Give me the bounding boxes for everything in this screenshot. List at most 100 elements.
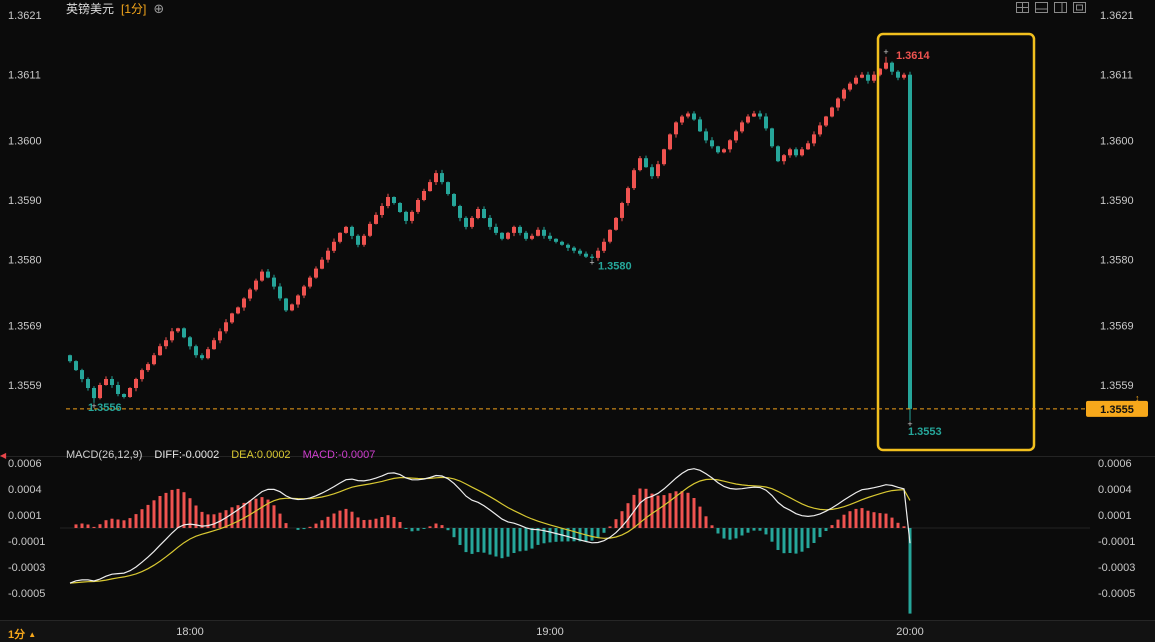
candle-body: [668, 134, 672, 150]
candle-body: [278, 286, 282, 299]
candle-body: [212, 340, 216, 350]
candle-body: [530, 235, 534, 239]
price-tick-right: 1.3590: [1100, 195, 1134, 207]
symbol-title[interactable]: 英镑美元: [66, 1, 115, 16]
macd-tick-left: -0.0001: [8, 536, 45, 548]
candle-body: [74, 361, 78, 371]
macd-pane-svg[interactable]: 0.0006 0.0006 0.0004 0.0004 0.0001 0.0001 -0.0…: [0, 456, 1155, 620]
diff-line: [69, 468, 911, 584]
candle-body: [662, 149, 666, 165]
candle-body: [392, 197, 396, 203]
candle-body: [92, 388, 96, 399]
price-tick-right: 1.3600: [1100, 135, 1134, 147]
candle-body: [254, 280, 258, 290]
candle-body: [308, 277, 312, 287]
layout-grid-icon[interactable]: [1016, 2, 1029, 13]
price-tick-left: 1.3569: [8, 320, 42, 332]
candle-body: [98, 385, 102, 399]
price-tick-right: 1.3559: [1100, 380, 1134, 392]
price-tick-right: 1.3621: [1100, 10, 1134, 22]
fullscreen-icon[interactable]: [1073, 2, 1086, 13]
candle-body: [410, 211, 414, 221]
candle-body: [464, 217, 468, 227]
candle-body: [560, 241, 564, 245]
candle-body: [614, 217, 618, 230]
candle-body: [122, 394, 126, 397]
macd-tick-left: -0.0003: [8, 562, 45, 574]
candle-body: [326, 250, 330, 260]
candle-body: [482, 209, 486, 218]
candle-body: [404, 211, 408, 221]
layout-horizontal-split-icon[interactable]: [1035, 2, 1048, 13]
candle-body: [512, 226, 516, 233]
candle-body: [128, 388, 132, 397]
candle-body: [584, 253, 588, 257]
candle-body: [836, 98, 840, 108]
candle-body: [446, 182, 450, 194]
candle-body: [338, 232, 342, 242]
candle-body: [68, 355, 72, 362]
candle-body: [542, 229, 546, 236]
candle-body: [152, 355, 156, 365]
candle-body: [890, 62, 894, 72]
candles-layer: [68, 56, 912, 421]
candle-body: [674, 122, 678, 135]
candle-body: [698, 119, 702, 132]
add-compare-icon[interactable]: ⊕: [153, 0, 165, 16]
candle-body: [206, 349, 210, 359]
candle-body: [716, 146, 720, 153]
candle-body: [218, 331, 222, 341]
macd-tick-left: 0.0001: [8, 510, 42, 522]
timeframe-label: 1分: [8, 629, 26, 641]
macd-params-label: MACD(26,12,9): [66, 449, 143, 461]
candle-body: [734, 131, 738, 141]
candle-body: [380, 206, 384, 215]
macd-tick-right: -0.0005: [1098, 588, 1135, 600]
candle-body: [194, 346, 198, 356]
main-chart-svg[interactable]: 1.3621 1.3621 1.3611 1.3611 1.3600 1.3600 1.35…: [0, 0, 1155, 456]
price-tick-left: 1.3580: [8, 255, 42, 267]
candle-body: [266, 271, 270, 278]
candle-body: [350, 226, 354, 236]
candle-body: [452, 194, 456, 206]
candle-body: [200, 355, 204, 359]
candle-body: [782, 155, 786, 162]
candle-body: [176, 328, 180, 332]
candle-body: [650, 167, 654, 177]
price-annotation: 1.3556: [88, 402, 122, 414]
layout-vertical-split-icon[interactable]: [1054, 2, 1067, 13]
macd-histogram: [74, 488, 912, 614]
candle-body: [80, 370, 84, 380]
candle-body: [746, 116, 750, 123]
candle-body: [362, 235, 366, 245]
candle-body: [692, 113, 696, 120]
candle-body: [386, 197, 390, 206]
candle-body: [170, 331, 174, 341]
candle-body: [818, 125, 822, 135]
candle-body: [590, 256, 594, 258]
price-tick-left: 1.3559: [8, 380, 42, 392]
timeframe-up-icon: ▲: [28, 630, 37, 639]
candle-body: [494, 226, 498, 233]
timeframe-selector[interactable]: 1分 ▲: [8, 626, 36, 642]
macd-tick-left: 0.0004: [8, 484, 42, 496]
candle-body: [824, 116, 828, 126]
candle-body: [800, 149, 804, 156]
candle-body: [686, 113, 690, 117]
chart-header: 英镑美元 [1分] ⊕: [66, 0, 165, 16]
candle-body: [566, 244, 570, 248]
pane-marker-icon: ◀: [0, 451, 7, 460]
candle-body: [500, 232, 504, 239]
candle-body: [572, 247, 576, 251]
candle-body: [230, 313, 234, 323]
price-tick-right: 1.3569: [1100, 320, 1134, 332]
candle-body: [320, 259, 324, 269]
candle-body: [578, 250, 582, 254]
candle-body: [794, 149, 798, 156]
candle-body: [488, 217, 492, 227]
price-tag-value: 1.3555: [1100, 404, 1134, 416]
candle-body: [656, 164, 660, 177]
macd-tick-right: 0.0001: [1098, 510, 1132, 522]
candle-body: [164, 340, 168, 347]
macd-dea-value: DEA:0.0002: [231, 449, 291, 461]
